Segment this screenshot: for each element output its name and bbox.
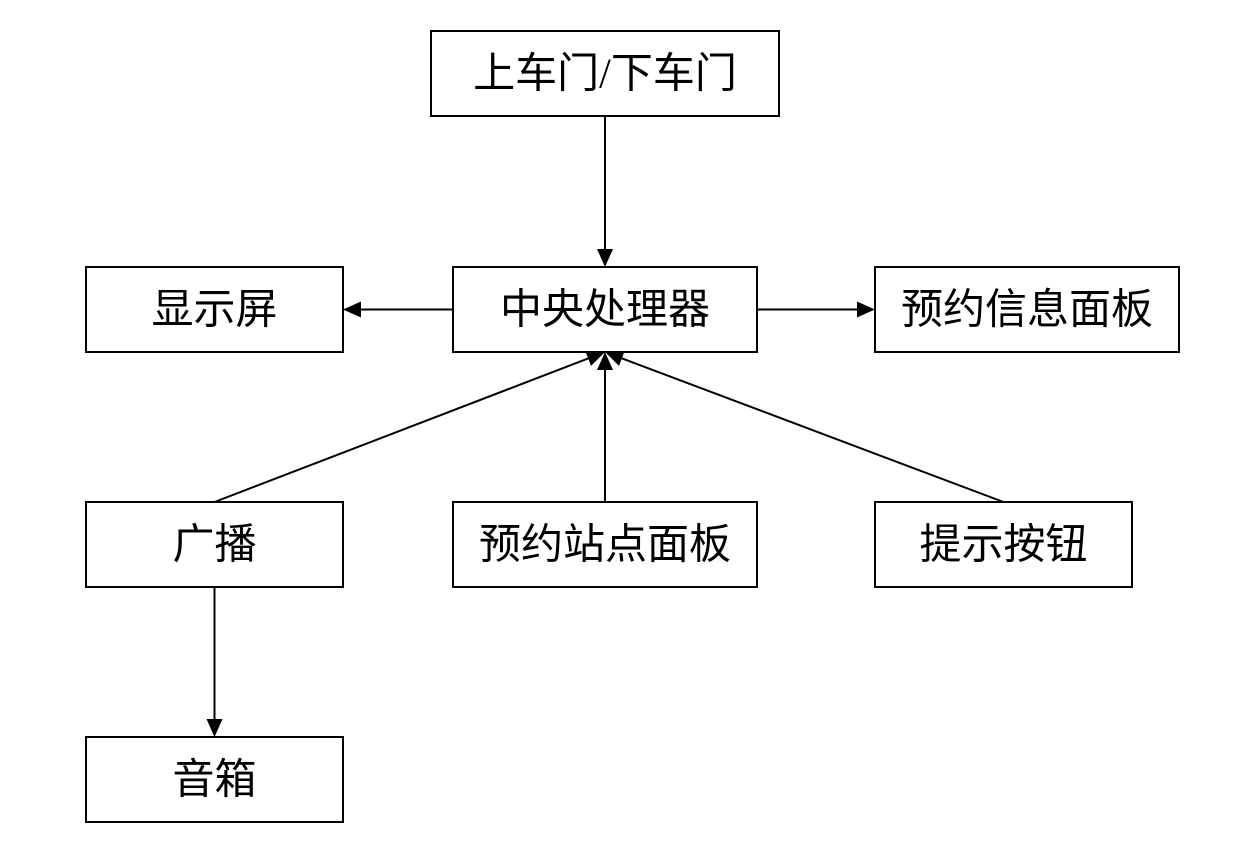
node-label-broadcast: 广播 [172, 523, 256, 569]
node-label-cpu: 中央处理器 [500, 288, 710, 334]
node-cpu: 中央处理器 [453, 267, 757, 352]
edges-layer [207, 116, 1004, 737]
node-resinfo: 预约信息面板 [875, 267, 1179, 352]
node-label-resstop: 预约站点面板 [479, 523, 731, 569]
arrowhead-broadcast-to-speaker [207, 719, 223, 737]
node-speaker: 音箱 [86, 737, 343, 822]
nodes-layer: 上车门/下车门显示屏 中央处理器 预约信息面板广播 预约站点面板 提示按钮音箱 [86, 31, 1179, 822]
arrowhead-doors-to-cpu [597, 249, 613, 267]
block-diagram: 上车门/下车门显示屏 中央处理器 预约信息面板广播 预约站点面板 提示按钮音箱 [0, 0, 1240, 843]
node-label-doors: 上车门/下车门 [473, 52, 737, 98]
node-label-resinfo: 预约信息面板 [901, 287, 1153, 334]
edge-broadcast-to-cpu [215, 358, 589, 502]
node-display: 显示屏 [86, 267, 343, 352]
node-broadcast: 广播 [86, 502, 343, 587]
arrowhead-cpu-to-display [343, 302, 361, 318]
node-label-display: 显示屏 [151, 288, 277, 334]
node-label-speaker: 音箱 [172, 757, 256, 804]
node-label-hintbtn: 提示按钮 [919, 523, 1087, 569]
node-hintbtn: 提示按钮 [875, 502, 1132, 587]
node-resstop: 预约站点面板 [453, 502, 757, 587]
edge-hintbtn-to-cpu [622, 358, 1004, 502]
node-doors: 上车门/下车门 [431, 31, 779, 116]
arrowhead-cpu-to-resinfo [857, 302, 875, 318]
